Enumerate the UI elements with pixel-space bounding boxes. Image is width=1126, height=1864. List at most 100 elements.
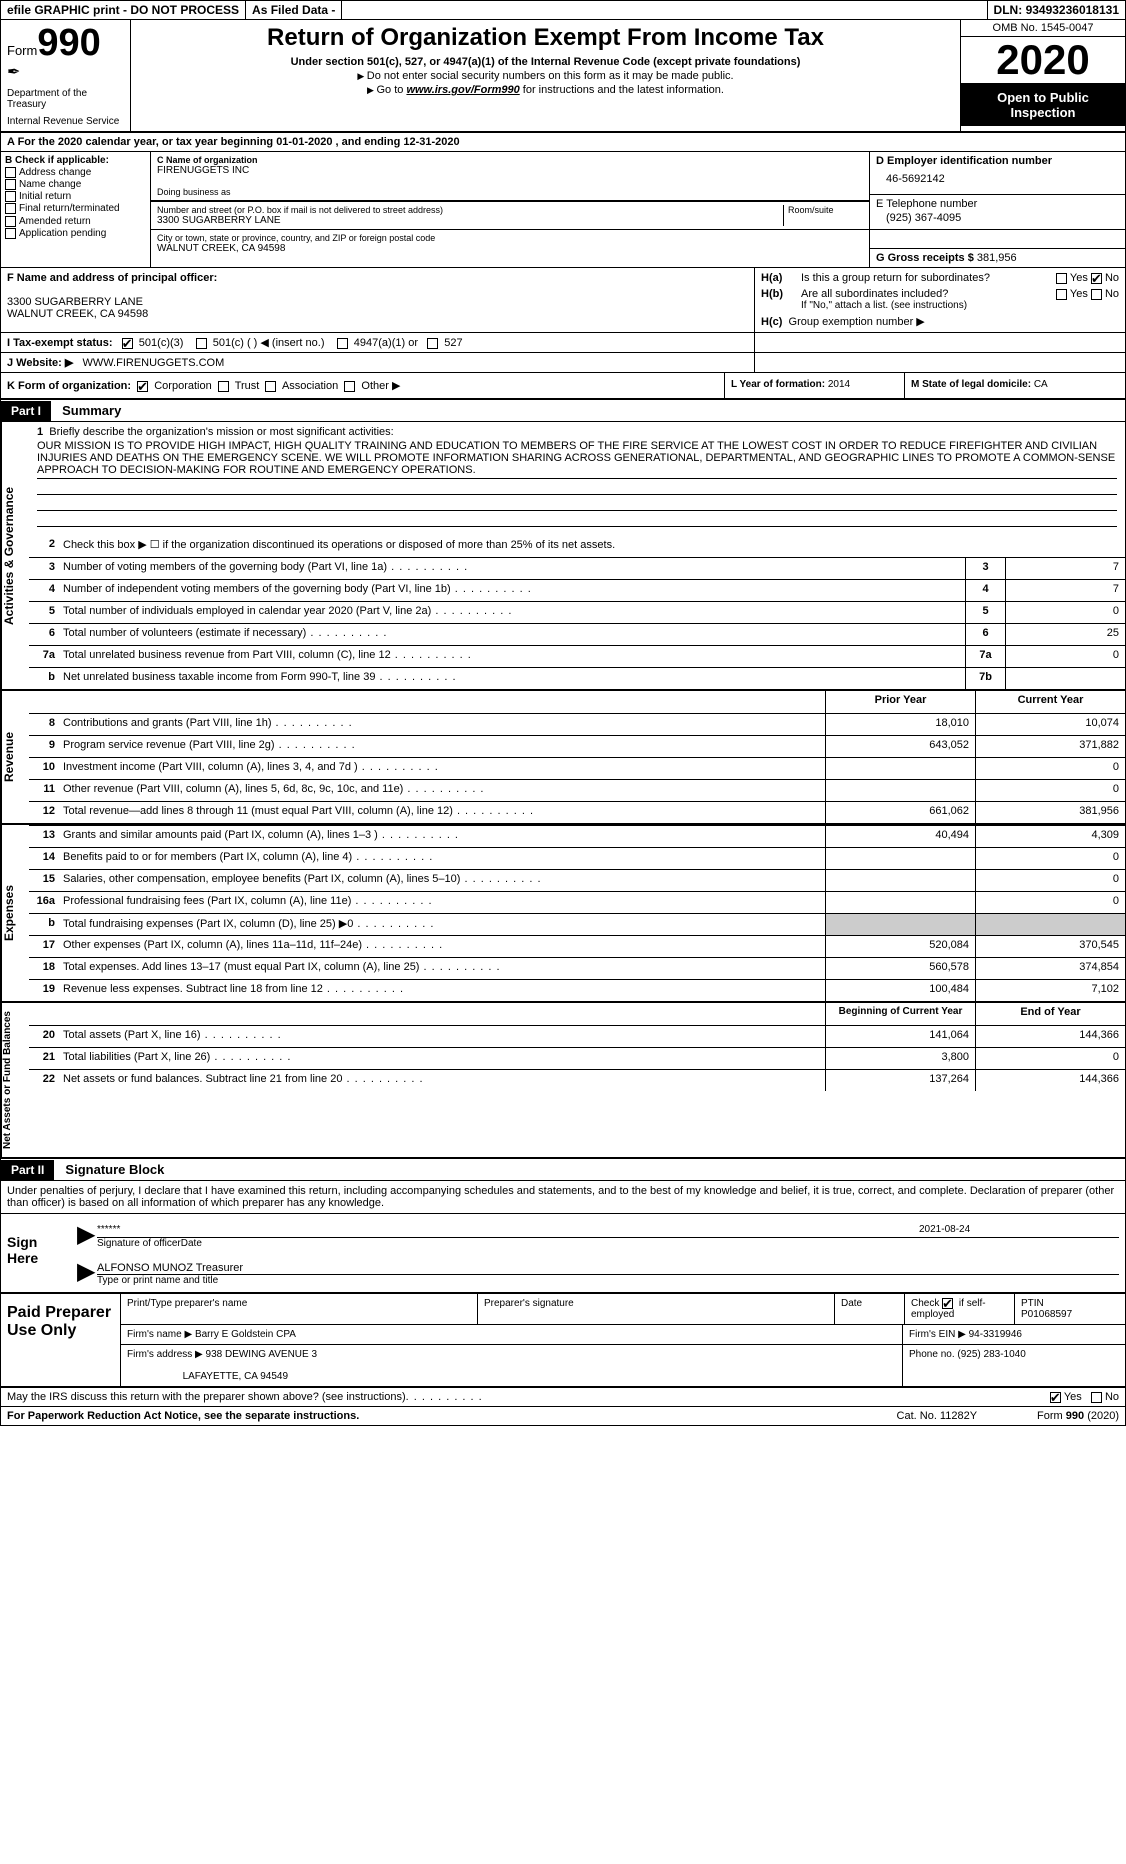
irs-link[interactable]: www.irs.gov/Form990 (406, 84, 519, 96)
hb-no-cb[interactable] (1091, 289, 1102, 300)
domicile: CA (1034, 379, 1048, 390)
cb-trust[interactable] (218, 381, 229, 392)
hb-yes-cb[interactable] (1056, 289, 1067, 300)
cb-initial-return[interactable]: Initial return (5, 191, 146, 202)
cb-address-change[interactable]: Address change (5, 167, 146, 178)
col-current-year: Current Year (975, 691, 1125, 713)
firm-phone: (925) 283-1040 (957, 1349, 1025, 1360)
officer-name-label: Type or print name and title (97, 1275, 1119, 1286)
gross-label: G Gross receipts $ (876, 252, 974, 264)
summary-line-20: 20Total assets (Part X, line 16)141,0641… (29, 1025, 1125, 1047)
omb-number: OMB No. 1545-0047 (961, 20, 1125, 37)
cb-amended[interactable]: Amended return (5, 216, 146, 227)
topbar: efile GRAPHIC print - DO NOT PROCESS As … (1, 1, 1125, 20)
efile-notice: efile GRAPHIC print - DO NOT PROCESS (1, 1, 246, 19)
summary-line-13: 13Grants and similar amounts paid (Part … (29, 825, 1125, 847)
hc-label: H(c) (761, 316, 782, 328)
cb-self-employed[interactable] (942, 1298, 953, 1309)
cb-application-pending[interactable]: Application pending (5, 228, 146, 239)
ptin-value: P01068597 (1021, 1309, 1072, 1320)
sig-stars: ****** (97, 1224, 120, 1235)
summary-line-12: 12Total revenue—add lines 8 through 11 (… (29, 801, 1125, 823)
cb-final-return[interactable]: Final return/terminated (5, 203, 146, 214)
domicile-label: M State of legal domicile: (911, 379, 1031, 390)
website-value[interactable]: WWW.FIRENUGGETS.COM (83, 357, 225, 369)
col-f: F Name and address of principal officer:… (1, 268, 755, 332)
city-value: WALNUT CREEK, CA 94598 (157, 243, 863, 254)
org-name: FIRENUGGETS INC (157, 165, 863, 176)
dba-label: Doing business as (157, 187, 863, 197)
hb-label: H(b) (761, 288, 801, 300)
cb-other[interactable] (344, 381, 355, 392)
tax-status-label: I Tax-exempt status: (7, 337, 113, 349)
officer-label: F Name and address of principal officer: (7, 272, 217, 284)
form-title: Return of Organization Exempt From Incom… (139, 24, 952, 52)
officer-name: ALFONSO MUNOZ Treasurer (97, 1262, 1119, 1275)
summary-line-b: bTotal fundraising expenses (Part IX, co… (29, 913, 1125, 935)
ein-value: 46-5692142 (876, 167, 1119, 191)
summary-line-6: 6Total number of volunteers (estimate if… (29, 623, 1125, 645)
ha-no-cb[interactable] (1091, 273, 1102, 284)
summary-line-21: 21Total liabilities (Part X, line 26)3,8… (29, 1047, 1125, 1069)
topbar-spacer (342, 1, 987, 19)
firm-addr-label: Firm's address ▶ (127, 1349, 203, 1360)
city-label: City or town, state or province, country… (157, 233, 863, 243)
website-label: J Website: ▶ (7, 357, 73, 369)
ssn-note: Do not enter social security numbers on … (139, 70, 952, 82)
discuss-no-cb[interactable] (1091, 1392, 1102, 1403)
section-activities-governance: Activities & Governance 1 Briefly descri… (1, 422, 1125, 691)
col-b-header: B Check if applicable: (5, 155, 146, 166)
sign-here-label: Sign Here (1, 1214, 71, 1292)
ha-yes-cb[interactable] (1056, 273, 1067, 284)
hb-text: Are all subordinates included? (801, 288, 1056, 300)
cat-no: Cat. No. 11282Y (897, 1410, 978, 1422)
summary-line-3: 3Number of voting members of the governi… (29, 557, 1125, 579)
firm-ein: 94-3319946 (969, 1329, 1022, 1340)
paid-preparer-block: Paid Preparer Use Only Print/Type prepar… (1, 1294, 1125, 1388)
pra-notice: For Paperwork Reduction Act Notice, see … (7, 1410, 359, 1422)
ha-label: H(a) (761, 272, 801, 284)
summary-line-9: 9Program service revenue (Part VIII, lin… (29, 735, 1125, 757)
part-2-header: Part II Signature Block (1, 1159, 1125, 1181)
officer-addr2: WALNUT CREEK, CA 94598 (7, 308, 148, 320)
vtab-revenue: Revenue (1, 691, 29, 823)
dln-label: DLN: (994, 3, 1023, 17)
discuss-yes-cb[interactable] (1050, 1392, 1061, 1403)
prep-date-hdr: Date (835, 1294, 905, 1324)
summary-line-8: 8Contributions and grants (Part VIII, li… (29, 713, 1125, 735)
form-header: Form990 ✒ Department of the Treasury Int… (1, 20, 1125, 133)
tel-label: E Telephone number (876, 198, 1119, 210)
cb-name-change[interactable]: Name change (5, 179, 146, 190)
dln-value: 93493236018131 (1026, 3, 1119, 17)
row-i-right (755, 333, 1125, 352)
ha-text: Is this a group return for subordinates? (801, 272, 1056, 284)
summary-line-17: 17Other expenses (Part IX, column (A), l… (29, 935, 1125, 957)
row-a-period: A For the 2020 calendar year, or tax yea… (1, 133, 1125, 152)
summary-line-18: 18Total expenses. Add lines 13–17 (must … (29, 957, 1125, 979)
discuss-text: May the IRS discuss this return with the… (7, 1391, 406, 1403)
cb-527[interactable] (427, 338, 438, 349)
cb-4947[interactable] (337, 338, 348, 349)
cb-assoc[interactable] (265, 381, 276, 392)
cb-corp[interactable] (137, 381, 148, 392)
summary-line-10: 10Investment income (Part VIII, column (… (29, 757, 1125, 779)
form-990-page: efile GRAPHIC print - DO NOT PROCESS As … (0, 0, 1126, 1426)
dept-irs: Internal Revenue Service (7, 116, 124, 127)
form-org-label: K Form of organization: (7, 380, 131, 392)
ptin-label: PTIN (1021, 1298, 1044, 1309)
row-klm: K Form of organization: Corporation Trus… (1, 373, 1125, 400)
summary-line-19: 19Revenue less expenses. Subtract line 1… (29, 979, 1125, 1001)
form-prefix: Form (7, 43, 37, 58)
open-public: Open to Public Inspection (961, 84, 1125, 126)
summary-line-4: 4Number of independent voting members of… (29, 579, 1125, 601)
section-expenses: Expenses 13Grants and similar amounts pa… (1, 825, 1125, 1003)
cb-501c3[interactable] (122, 338, 133, 349)
mission-label: Briefly describe the organization's miss… (49, 426, 393, 438)
officer-addr1: 3300 SUGARBERRY LANE (7, 296, 143, 308)
summary-line-11: 11Other revenue (Part VIII, column (A), … (29, 779, 1125, 801)
firm-ein-label: Firm's EIN ▶ (909, 1329, 966, 1340)
title-box: Return of Organization Exempt From Incom… (131, 20, 960, 131)
form-number: 990 (37, 22, 100, 64)
col-end-year: End of Year (975, 1003, 1125, 1025)
cb-501c[interactable] (196, 338, 207, 349)
